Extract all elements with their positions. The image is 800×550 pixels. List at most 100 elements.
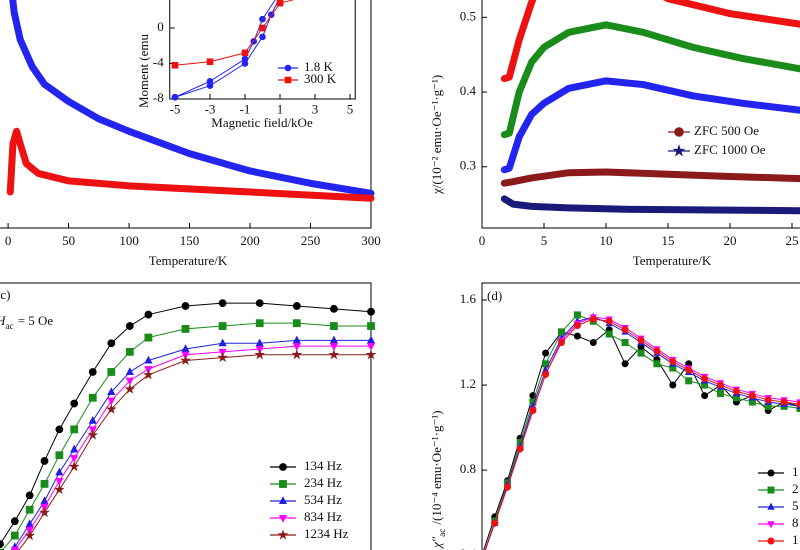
marker — [55, 467, 64, 476]
series-line — [500, 195, 800, 215]
marker — [767, 469, 775, 477]
marker — [767, 537, 775, 545]
marker — [107, 339, 116, 348]
marker — [621, 326, 629, 334]
marker — [55, 425, 64, 434]
marker — [284, 76, 292, 84]
marker — [780, 398, 788, 406]
x-tick-label: -5 — [170, 101, 181, 116]
marker — [291, 349, 303, 360]
marker — [292, 302, 301, 310]
marker — [542, 349, 550, 357]
legend-label: 1 — [792, 532, 799, 547]
x-tick-label: 10 — [600, 233, 613, 248]
series-line — [18, 354, 372, 550]
series-line — [1, 322, 372, 550]
marker — [181, 325, 190, 333]
marker — [107, 387, 116, 396]
marker — [573, 332, 581, 340]
marker — [277, 529, 289, 540]
marker — [605, 317, 613, 325]
y-tick-label: 0 — [157, 19, 164, 34]
marker — [144, 355, 153, 364]
marker — [88, 415, 97, 424]
series-line — [483, 329, 800, 550]
legend-label: 1 — [792, 464, 799, 479]
marker — [255, 299, 264, 307]
legend-label: 534 Hz — [304, 492, 342, 507]
marker — [254, 349, 266, 360]
marker — [669, 358, 677, 366]
marker — [125, 367, 134, 375]
marker — [573, 322, 581, 330]
y-tick-label: 0.8 — [460, 461, 476, 476]
marker — [292, 343, 301, 351]
marker — [181, 344, 190, 353]
marker — [279, 480, 287, 488]
x-axis-label: Temperature/K — [633, 253, 712, 268]
marker — [25, 491, 34, 500]
y-axis-label-text: /(10⁻⁴ emu·Oe⁻¹·g⁻¹) — [429, 410, 444, 524]
marker — [107, 397, 116, 406]
marker — [10, 546, 19, 550]
y-tick-label: 1.2 — [460, 376, 476, 391]
marker — [279, 463, 287, 471]
marker — [171, 61, 179, 69]
marker — [637, 336, 645, 344]
marker — [716, 381, 724, 389]
annotation-text: = 5 Oe — [18, 313, 54, 328]
x-axis-label: Magnetic field/kOe — [211, 115, 313, 130]
legend-label: 1.8 K — [304, 59, 334, 74]
marker — [329, 335, 338, 344]
marker — [685, 366, 693, 374]
y-tick-label: -8 — [153, 90, 164, 105]
marker — [278, 496, 288, 505]
marker — [557, 339, 565, 347]
marker — [328, 349, 340, 360]
marker — [25, 519, 34, 528]
marker — [241, 49, 249, 57]
legend-label: 1234 Hz — [304, 526, 349, 541]
marker — [10, 531, 19, 540]
x-tick-label: 3 — [312, 101, 319, 116]
marker — [292, 335, 301, 344]
marker — [143, 369, 154, 380]
marker — [218, 338, 227, 347]
x-tick-label: 20 — [724, 233, 737, 248]
marker — [206, 77, 214, 85]
marker — [284, 64, 292, 72]
plot-frame — [481, 282, 800, 550]
legend-label: 300 K — [304, 71, 337, 86]
x-tick-label: 300 — [361, 233, 381, 248]
series-line — [484, 316, 800, 550]
marker — [53, 483, 65, 495]
y-tick-label: 0.4 — [460, 546, 477, 550]
marker — [672, 144, 686, 157]
legend-label: ZFC 500 Oe — [694, 123, 759, 138]
x-tick-label: -1 — [240, 101, 251, 116]
y-axis-label-subscript: ac — [438, 529, 448, 537]
marker — [542, 370, 550, 378]
marker — [105, 403, 117, 414]
y-axis-label: Moment (emu — [136, 33, 151, 108]
series-line — [14, 345, 372, 550]
annotation-subscript: ac — [5, 322, 13, 332]
x-tick-label: 0 — [479, 233, 486, 248]
marker — [259, 24, 266, 32]
marker — [124, 383, 136, 394]
x-tick-label: 250 — [301, 233, 321, 248]
marker — [70, 444, 79, 453]
y-axis-label: χ/(10⁻² emu·Oe⁻¹·g⁻¹) — [429, 75, 444, 195]
marker — [217, 351, 228, 363]
marker — [40, 457, 49, 465]
annotation: Hac = 5 Oe — [0, 313, 53, 332]
marker — [589, 339, 597, 347]
marker — [255, 338, 264, 347]
marker — [171, 93, 179, 101]
marker — [144, 333, 153, 342]
panel-label: (c) — [0, 287, 10, 302]
marker — [125, 322, 134, 330]
marker — [529, 407, 537, 415]
